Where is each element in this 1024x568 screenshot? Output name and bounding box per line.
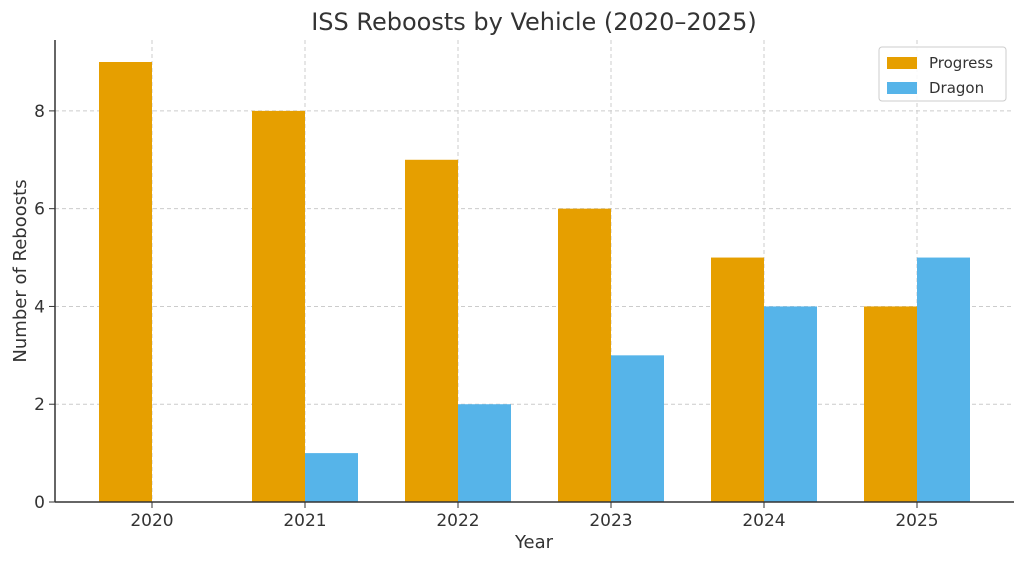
y-tick-label: 6 [34,200,45,220]
chart-title: ISS Reboosts by Vehicle (2020–2025) [311,8,757,36]
bar-progress [711,257,764,502]
y-tick-label: 8 [34,102,45,122]
y-tick-label: 0 [34,493,45,513]
bar-dragon [611,355,664,502]
legend-label: Progress [929,54,993,72]
axes [54,40,1014,503]
bar-progress [99,62,152,502]
x-tick-label: 2023 [589,511,632,531]
y-axis-title: Number of Reboosts [10,179,31,362]
legend-swatch [887,82,917,94]
x-axis-title: Year [514,532,554,553]
bar-progress [252,110,305,502]
legend: Progress Dragon [878,46,1007,102]
bar-dragon [305,453,358,502]
bar-progress [864,306,917,502]
legend-swatch [887,57,917,69]
bar-progress [558,208,611,502]
ticks: 0 2 4 6 8 2020 2021 2022 2023 2024 2025 [34,102,938,531]
x-tick-label: 2020 [130,511,173,531]
x-tick-label: 2021 [283,511,326,531]
y-tick-label: 4 [34,297,45,317]
bar-progress [405,159,458,502]
bar-dragon [764,306,817,502]
bars [99,62,970,502]
x-tick-label: 2022 [436,511,479,531]
x-tick-label: 2024 [742,511,785,531]
bar-dragon [917,257,970,502]
x-tick-label: 2025 [895,511,938,531]
legend-label: Dragon [929,79,984,97]
y-tick-label: 2 [34,395,45,415]
bar-dragon [458,404,511,502]
